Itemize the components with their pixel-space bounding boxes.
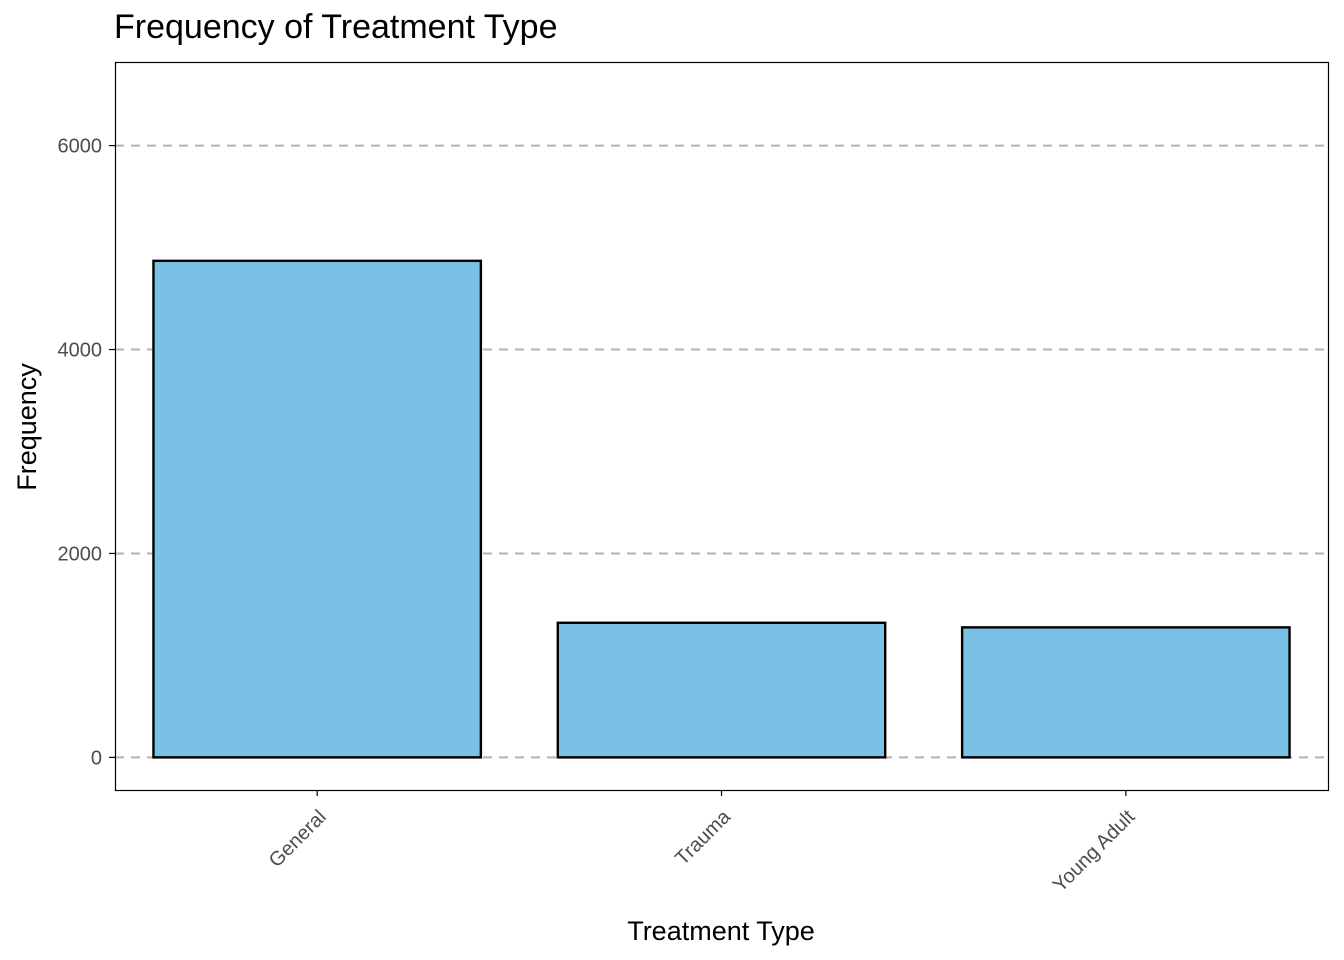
x-tick-label: Trauma: [671, 805, 735, 869]
x-tick-label: Young Adult: [1049, 806, 1140, 897]
bar-general: [152, 259, 483, 759]
x-axis-title: Treatment Type: [627, 916, 815, 946]
x-axis-ticks: General Trauma Young Adult: [265, 790, 1140, 897]
y-tick-label: 2000: [58, 543, 103, 565]
y-axis-title: Frequency: [12, 363, 42, 491]
y-tick-label: 6000: [58, 136, 103, 158]
y-tick-label: 4000: [58, 340, 103, 362]
y-axis-ticks: 0 2000 4000 6000: [58, 136, 115, 769]
bar-young-adult: [960, 626, 1291, 759]
y-tick-label: 0: [91, 747, 102, 769]
bars: [152, 259, 1291, 759]
x-tick-label: General: [265, 806, 331, 872]
bar-trauma: [556, 621, 887, 759]
chart-title: Frequency of Treatment Type: [114, 8, 558, 46]
